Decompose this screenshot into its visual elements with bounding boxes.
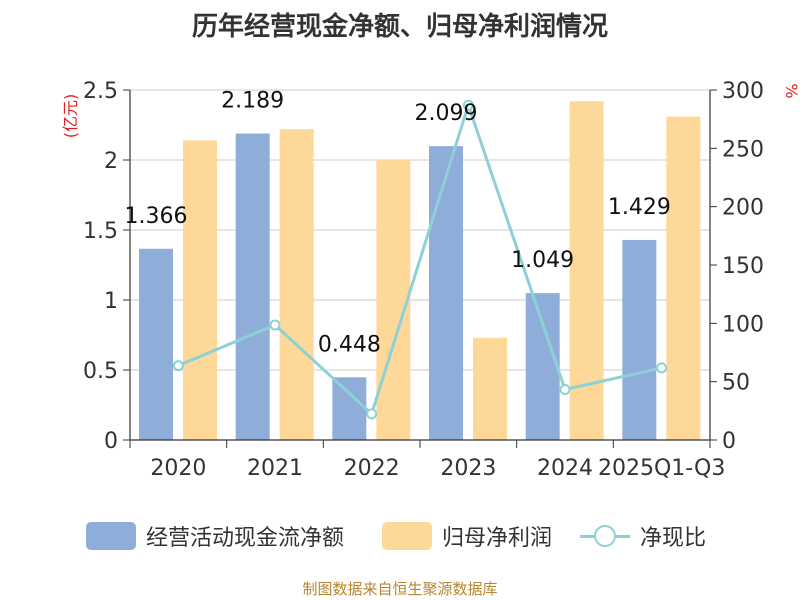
ratio-line	[177, 100, 662, 417]
data-label-cash: 1.429	[608, 195, 671, 220]
bar-profit	[183, 140, 217, 440]
ratio-point	[559, 383, 571, 395]
ratio-point	[462, 99, 474, 111]
legend-item-cash[interactable]: 经营活动现金流净额	[86, 514, 344, 558]
x-tick-label: 2021	[247, 456, 303, 481]
x-tick-label: 2020	[150, 456, 206, 481]
x-tick-label: 2024	[537, 456, 593, 481]
legend-item-ratio[interactable]: 净现比	[580, 514, 706, 558]
bar-cash	[139, 248, 173, 440]
legend-swatch-ratio	[580, 522, 630, 550]
legend-label-ratio: 净现比	[640, 526, 707, 551]
ratio-point	[172, 360, 184, 372]
legend: 经营活动现金流净额 归母净利润 净现比	[0, 514, 800, 558]
y-left-axis-title: (亿元)	[61, 94, 80, 139]
y-left-tick-label: 2.5	[83, 79, 118, 104]
chart-title: 历年经营现金净额、归母净利润情况	[191, 12, 608, 42]
ratio-point	[656, 362, 668, 374]
chart-plot: 0 0.5 1 1.5 2 2.5 0 50 100 150 200 250 300 (亿元)% 2020 2…	[61, 79, 800, 481]
bar-profit	[279, 129, 314, 440]
bar-cash	[525, 293, 560, 440]
bar-profit	[473, 337, 507, 440]
y-right-tick-label: 100	[722, 312, 764, 337]
data-label-cash: 2.099	[415, 101, 478, 126]
y-right-axis-title: %	[782, 83, 800, 98]
bar-cash	[622, 239, 657, 440]
y-right-tick-label: 300	[722, 79, 764, 104]
y-left-tick-label: 1	[104, 289, 118, 314]
bar-cash	[235, 133, 270, 441]
x-tick-label: 2025Q1-Q3	[598, 456, 725, 481]
x-tick-label: 2023	[440, 456, 496, 481]
bar-cash	[429, 146, 463, 440]
data-label-cash: 2.189	[221, 89, 284, 114]
y-left-tick-label: 0	[104, 429, 118, 454]
data-label-cash: 1.049	[511, 248, 574, 273]
y-left-tick-label: 1.5	[83, 219, 118, 244]
y-left-tick-label: 2	[104, 149, 118, 174]
bar-profit	[666, 116, 701, 440]
y-right-tick-label: 200	[722, 196, 764, 221]
y-left-tick-label: 0.5	[83, 359, 118, 384]
x-tick-label: 2022	[344, 456, 400, 481]
legend-swatch-cash	[86, 522, 136, 550]
bar-cash	[332, 377, 367, 440]
legend-item-profit[interactable]: 归母净利润	[382, 514, 552, 558]
legend-label-profit: 归母净利润	[442, 526, 553, 551]
ratio-point	[269, 319, 281, 331]
bar-profit	[376, 160, 411, 440]
y-right-tick-label: 0	[722, 429, 736, 454]
data-label-cash: 0.448	[318, 332, 381, 357]
y-right-tick-label: 250	[722, 137, 764, 162]
legend-label-cash: 经营活动现金流净额	[146, 526, 345, 551]
y-right-tick-label: 50	[722, 371, 750, 396]
ratio-point	[366, 408, 378, 420]
y-right-tick-label: 150	[722, 254, 764, 279]
source-note: 制图数据来自恒生聚源数据库	[302, 580, 498, 598]
data-label-cash: 1.366	[125, 204, 188, 229]
legend-swatch-profit	[382, 522, 432, 550]
bar-profit	[569, 101, 604, 440]
